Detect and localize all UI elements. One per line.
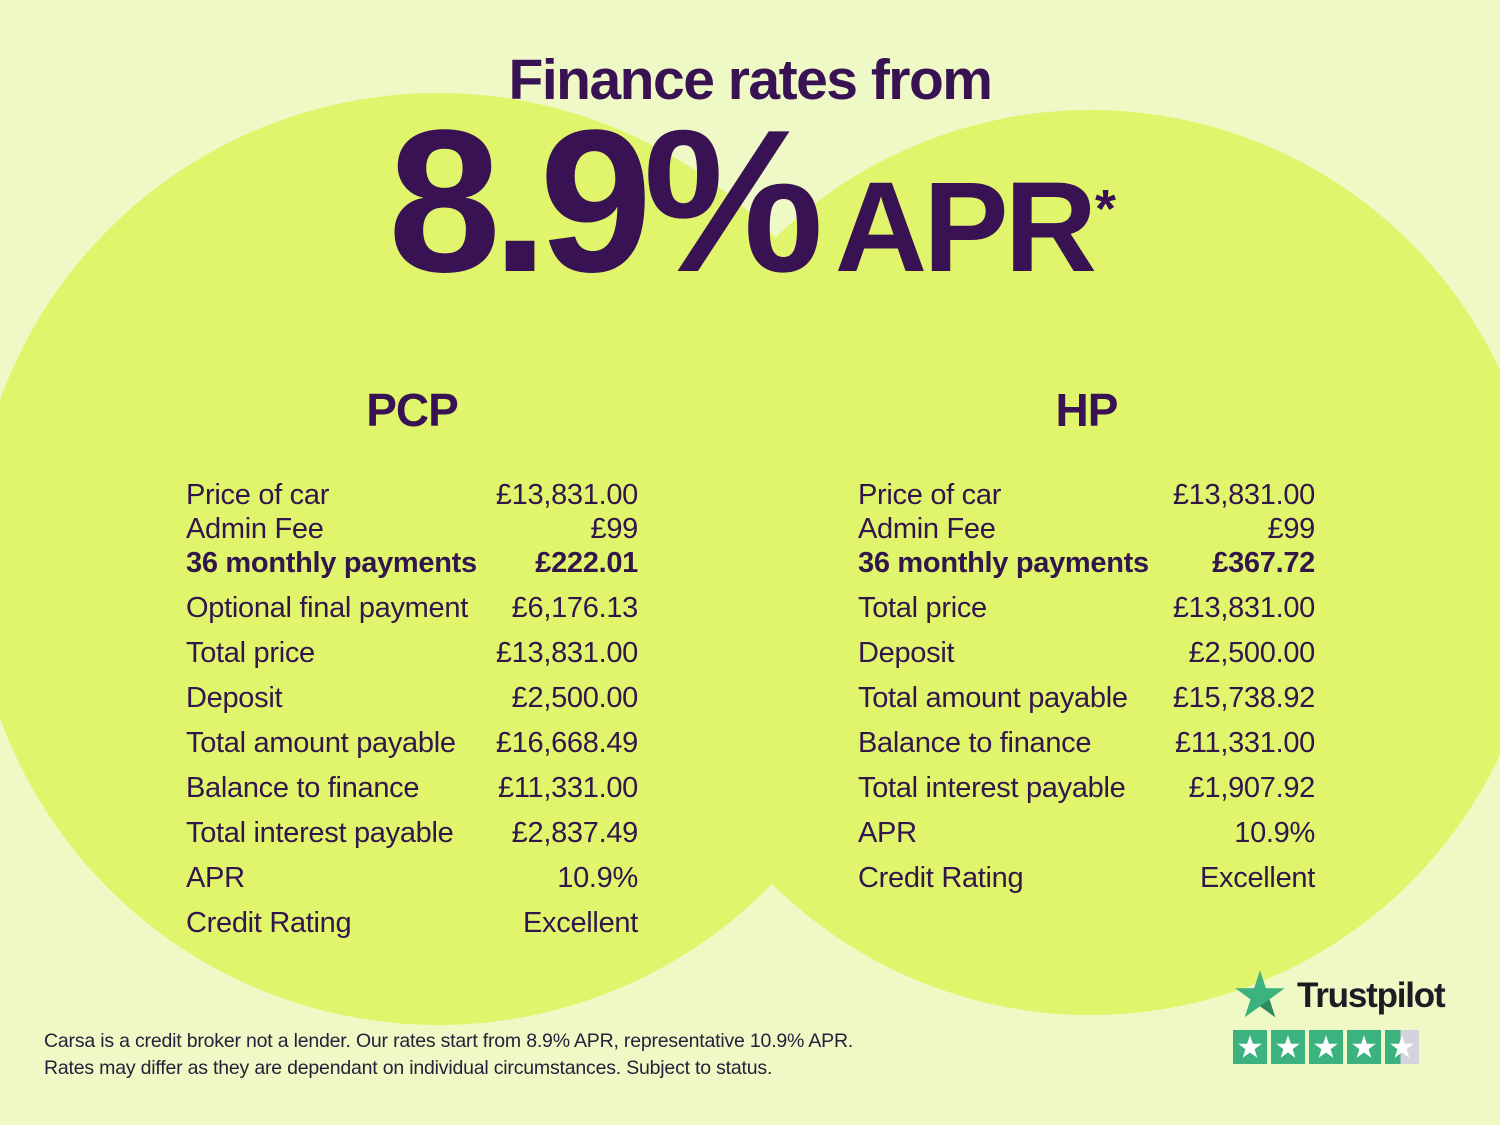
apr-label: APR — [834, 156, 1097, 299]
row-label: APR — [186, 862, 245, 894]
row-label: 36 monthly payments — [186, 547, 477, 579]
row-label: Deposit — [186, 682, 283, 714]
trustpilot-widget: Trustpilot — [1233, 970, 1446, 1064]
headline-rate-suffix: APR* — [835, 164, 1116, 292]
row-label: Admin Fee — [858, 513, 996, 545]
row-label: Total price — [186, 637, 315, 669]
row-value: 10.9% — [1234, 817, 1315, 849]
finance-row: Deposit £2,500.00 — [186, 682, 638, 727]
row-label: APR — [858, 817, 917, 849]
row-value: 10.9% — [557, 862, 638, 894]
rating-star-box — [1233, 1030, 1267, 1064]
white-star-icon — [1314, 1034, 1338, 1058]
hp-rows: Price of car £13,831.00 Admin Fee £99 36 mon… — [858, 479, 1315, 907]
finance-row: Total interest payable £2,837.49 — [186, 817, 638, 862]
row-value: £99 — [590, 513, 639, 545]
row-label: 36 monthly payments — [858, 547, 1149, 579]
row-value: £11,331.00 — [498, 772, 638, 804]
row-label: Total amount payable — [858, 682, 1128, 714]
row-value: £99 — [1267, 513, 1316, 545]
row-label: Price of car — [186, 479, 330, 511]
headline-rate-row: 8.9% APR* — [0, 100, 1500, 303]
finance-row: Optional final payment £6,176.13 — [186, 592, 638, 637]
rating-star-box — [1347, 1030, 1381, 1064]
finance-row: 36 monthly payments £367.72 — [858, 547, 1315, 592]
finance-row: Credit Rating Excellent — [858, 862, 1315, 907]
finance-row: Price of car £13,831.00 — [858, 479, 1315, 513]
row-label: Admin Fee — [186, 513, 324, 545]
row-value: £2,500.00 — [511, 682, 639, 714]
finance-row: APR 10.9% — [186, 862, 638, 907]
finance-row: Admin Fee £99 — [858, 513, 1315, 547]
row-value: £2,500.00 — [1188, 637, 1316, 669]
rating-star-box — [1309, 1030, 1343, 1064]
row-value: £2,837.49 — [511, 817, 639, 849]
row-value: £6,176.13 — [511, 592, 639, 624]
white-star-icon — [1352, 1034, 1376, 1058]
finance-row: Total interest payable £1,907.92 — [858, 772, 1315, 817]
row-value: Excellent — [1200, 862, 1315, 894]
row-value: £11,331.00 — [1175, 727, 1315, 759]
row-value: £13,831.00 — [495, 637, 638, 669]
row-label: Price of car — [858, 479, 1002, 511]
trustpilot-star-icon — [1235, 970, 1285, 1018]
row-value: £13,831.00 — [1172, 592, 1315, 624]
row-value: £222.01 — [535, 547, 638, 579]
row-label: Balance to finance — [186, 772, 420, 804]
row-label: Deposit — [858, 637, 955, 669]
trustpilot-logo: Trustpilot — [1233, 970, 1446, 1022]
disclaimer-line-1: Carsa is a credit broker not a lender. O… — [44, 1030, 854, 1052]
finance-row: Deposit £2,500.00 — [858, 637, 1315, 682]
white-star-icon — [1390, 1034, 1414, 1058]
trustpilot-rating-stars — [1233, 1030, 1444, 1064]
hp-table: HP Price of car £13,831.00 Admin Fee £99 36 … — [858, 383, 1315, 907]
row-label: Total interest payable — [186, 817, 454, 849]
finance-row: Credit Rating Excellent — [186, 907, 638, 952]
finance-row: Admin Fee £99 — [186, 513, 638, 547]
row-label: Credit Rating — [186, 907, 352, 939]
row-value: Excellent — [523, 907, 638, 939]
row-label: Total interest payable — [858, 772, 1126, 804]
row-value: £15,738.92 — [1172, 682, 1315, 714]
rating-star-box — [1271, 1030, 1305, 1064]
white-star-icon — [1238, 1034, 1262, 1058]
finance-row: APR 10.9% — [858, 817, 1315, 862]
row-value: £13,831.00 — [495, 479, 638, 511]
background-circle-right — [638, 110, 1500, 1015]
finance-row: Total price £13,831.00 — [858, 592, 1315, 637]
asterisk: * — [1095, 178, 1116, 239]
finance-row: Total amount payable £16,668.49 — [186, 727, 638, 772]
headline-rate-value: 8.9% — [388, 88, 824, 315]
row-value: £16,668.49 — [495, 727, 638, 759]
pcp-heading: PCP — [366, 384, 459, 436]
pcp-rows: Price of car £13,831.00 Admin Fee £99 36 mon… — [186, 479, 638, 952]
row-label: Total price — [858, 592, 987, 624]
finance-row: 36 monthly payments £222.01 — [186, 547, 638, 592]
headline-title: Finance rates from — [508, 48, 994, 112]
row-label: Credit Rating — [858, 862, 1024, 894]
finance-row: Total amount payable £15,738.92 — [858, 682, 1315, 727]
disclaimer-line-2: Rates may differ as they are dependant o… — [44, 1057, 773, 1079]
trustpilot-brand-text: Trustpilot — [1297, 976, 1446, 1015]
disclaimer: Carsa is a credit broker not a lender. O… — [44, 1028, 853, 1082]
row-label: Total amount payable — [186, 727, 456, 759]
row-label: Balance to finance — [858, 727, 1092, 759]
hp-heading: HP — [1055, 384, 1119, 436]
row-value: £13,831.00 — [1172, 479, 1315, 511]
white-star-icon — [1276, 1034, 1300, 1058]
finance-row: Total price £13,831.00 — [186, 637, 638, 682]
finance-row: Balance to finance £11,331.00 — [858, 727, 1315, 772]
rating-star-box — [1385, 1030, 1419, 1064]
pcp-table: PCP Price of car £13,831.00 Admin Fee £99 36… — [186, 383, 638, 952]
row-value: £1,907.92 — [1188, 772, 1316, 804]
finance-row: Balance to finance £11,331.00 — [186, 772, 638, 817]
row-value: £367.72 — [1212, 547, 1315, 579]
row-label: Optional final payment — [186, 592, 468, 624]
finance-row: Price of car £13,831.00 — [186, 479, 638, 513]
